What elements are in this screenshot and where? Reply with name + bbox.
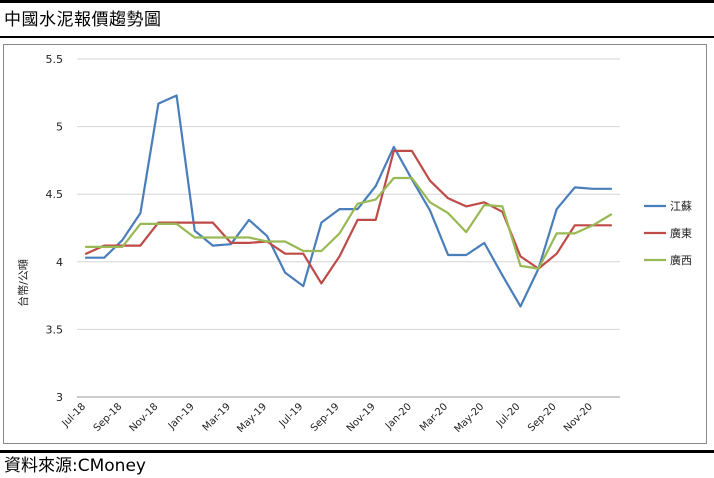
legend-label: 廣東	[670, 226, 692, 240]
x-tick-labels: Jul-18 Sep-18 Nov-18 Jan-19 Mar-19 May-19 Jul-…	[60, 401, 595, 435]
y-tick-label: 3.5	[46, 323, 64, 336]
y-tick-label: 4.5	[46, 188, 64, 201]
series-line	[84, 149, 613, 285]
x-tick-label: Jul-20	[494, 401, 523, 430]
x-tick-label: Jan-19	[166, 401, 197, 432]
line-chart: 33.544.555.5 Jul-18 Sep-18 Nov-18 Jan-19 Mar…	[16, 53, 692, 435]
x-tick-label: Sep-19	[309, 401, 342, 434]
x-tick-label: Nov-19	[345, 401, 378, 434]
x-tick-label: Jul-19	[277, 401, 306, 430]
y-tick-label: 5	[56, 121, 63, 134]
y-tick-labels: 3 3.5 4 4.5 5 5.5	[46, 53, 64, 404]
x-tick-label: Mar-19	[201, 401, 233, 433]
legend-label: 廣西	[670, 253, 692, 267]
gridlines	[77, 58, 620, 398]
source-note: 資料來源:CMoney	[4, 456, 146, 476]
series-lines	[84, 94, 613, 308]
x-tick-label: Mar-20	[418, 401, 450, 433]
x-tick-label: Nov-20	[562, 401, 595, 434]
x-tick-label: Jul-18	[60, 401, 89, 430]
x-tick-label: May-20	[453, 401, 487, 435]
x-tick-label: Jan-20	[383, 401, 414, 432]
bottom-rule	[0, 450, 714, 453]
page-title: 中國水泥報價趨勢圖	[4, 10, 162, 30]
x-tick-label: Nov-18	[128, 401, 161, 434]
top-rule	[0, 0, 714, 3]
x-tick-label: Sep-20	[526, 401, 559, 434]
x-tick-label: Sep-18	[92, 401, 125, 434]
title-rule	[0, 36, 714, 38]
chart-frame: 3 3.5 4 4.5 5 5.5 Jul-18 Sep-18 Nov-18 Jan-19 Mar…	[3, 44, 707, 444]
series-line	[84, 94, 613, 308]
y-tick-label: 3	[56, 391, 63, 404]
y-axis-label: 台幣/公噸	[16, 259, 30, 307]
legend-label: 江蘇	[670, 200, 692, 213]
y-tick-label: 5.5	[46, 53, 64, 66]
x-tick-label: May-19	[235, 401, 269, 435]
series-line	[84, 176, 613, 270]
y-tick-label: 4	[56, 256, 63, 269]
